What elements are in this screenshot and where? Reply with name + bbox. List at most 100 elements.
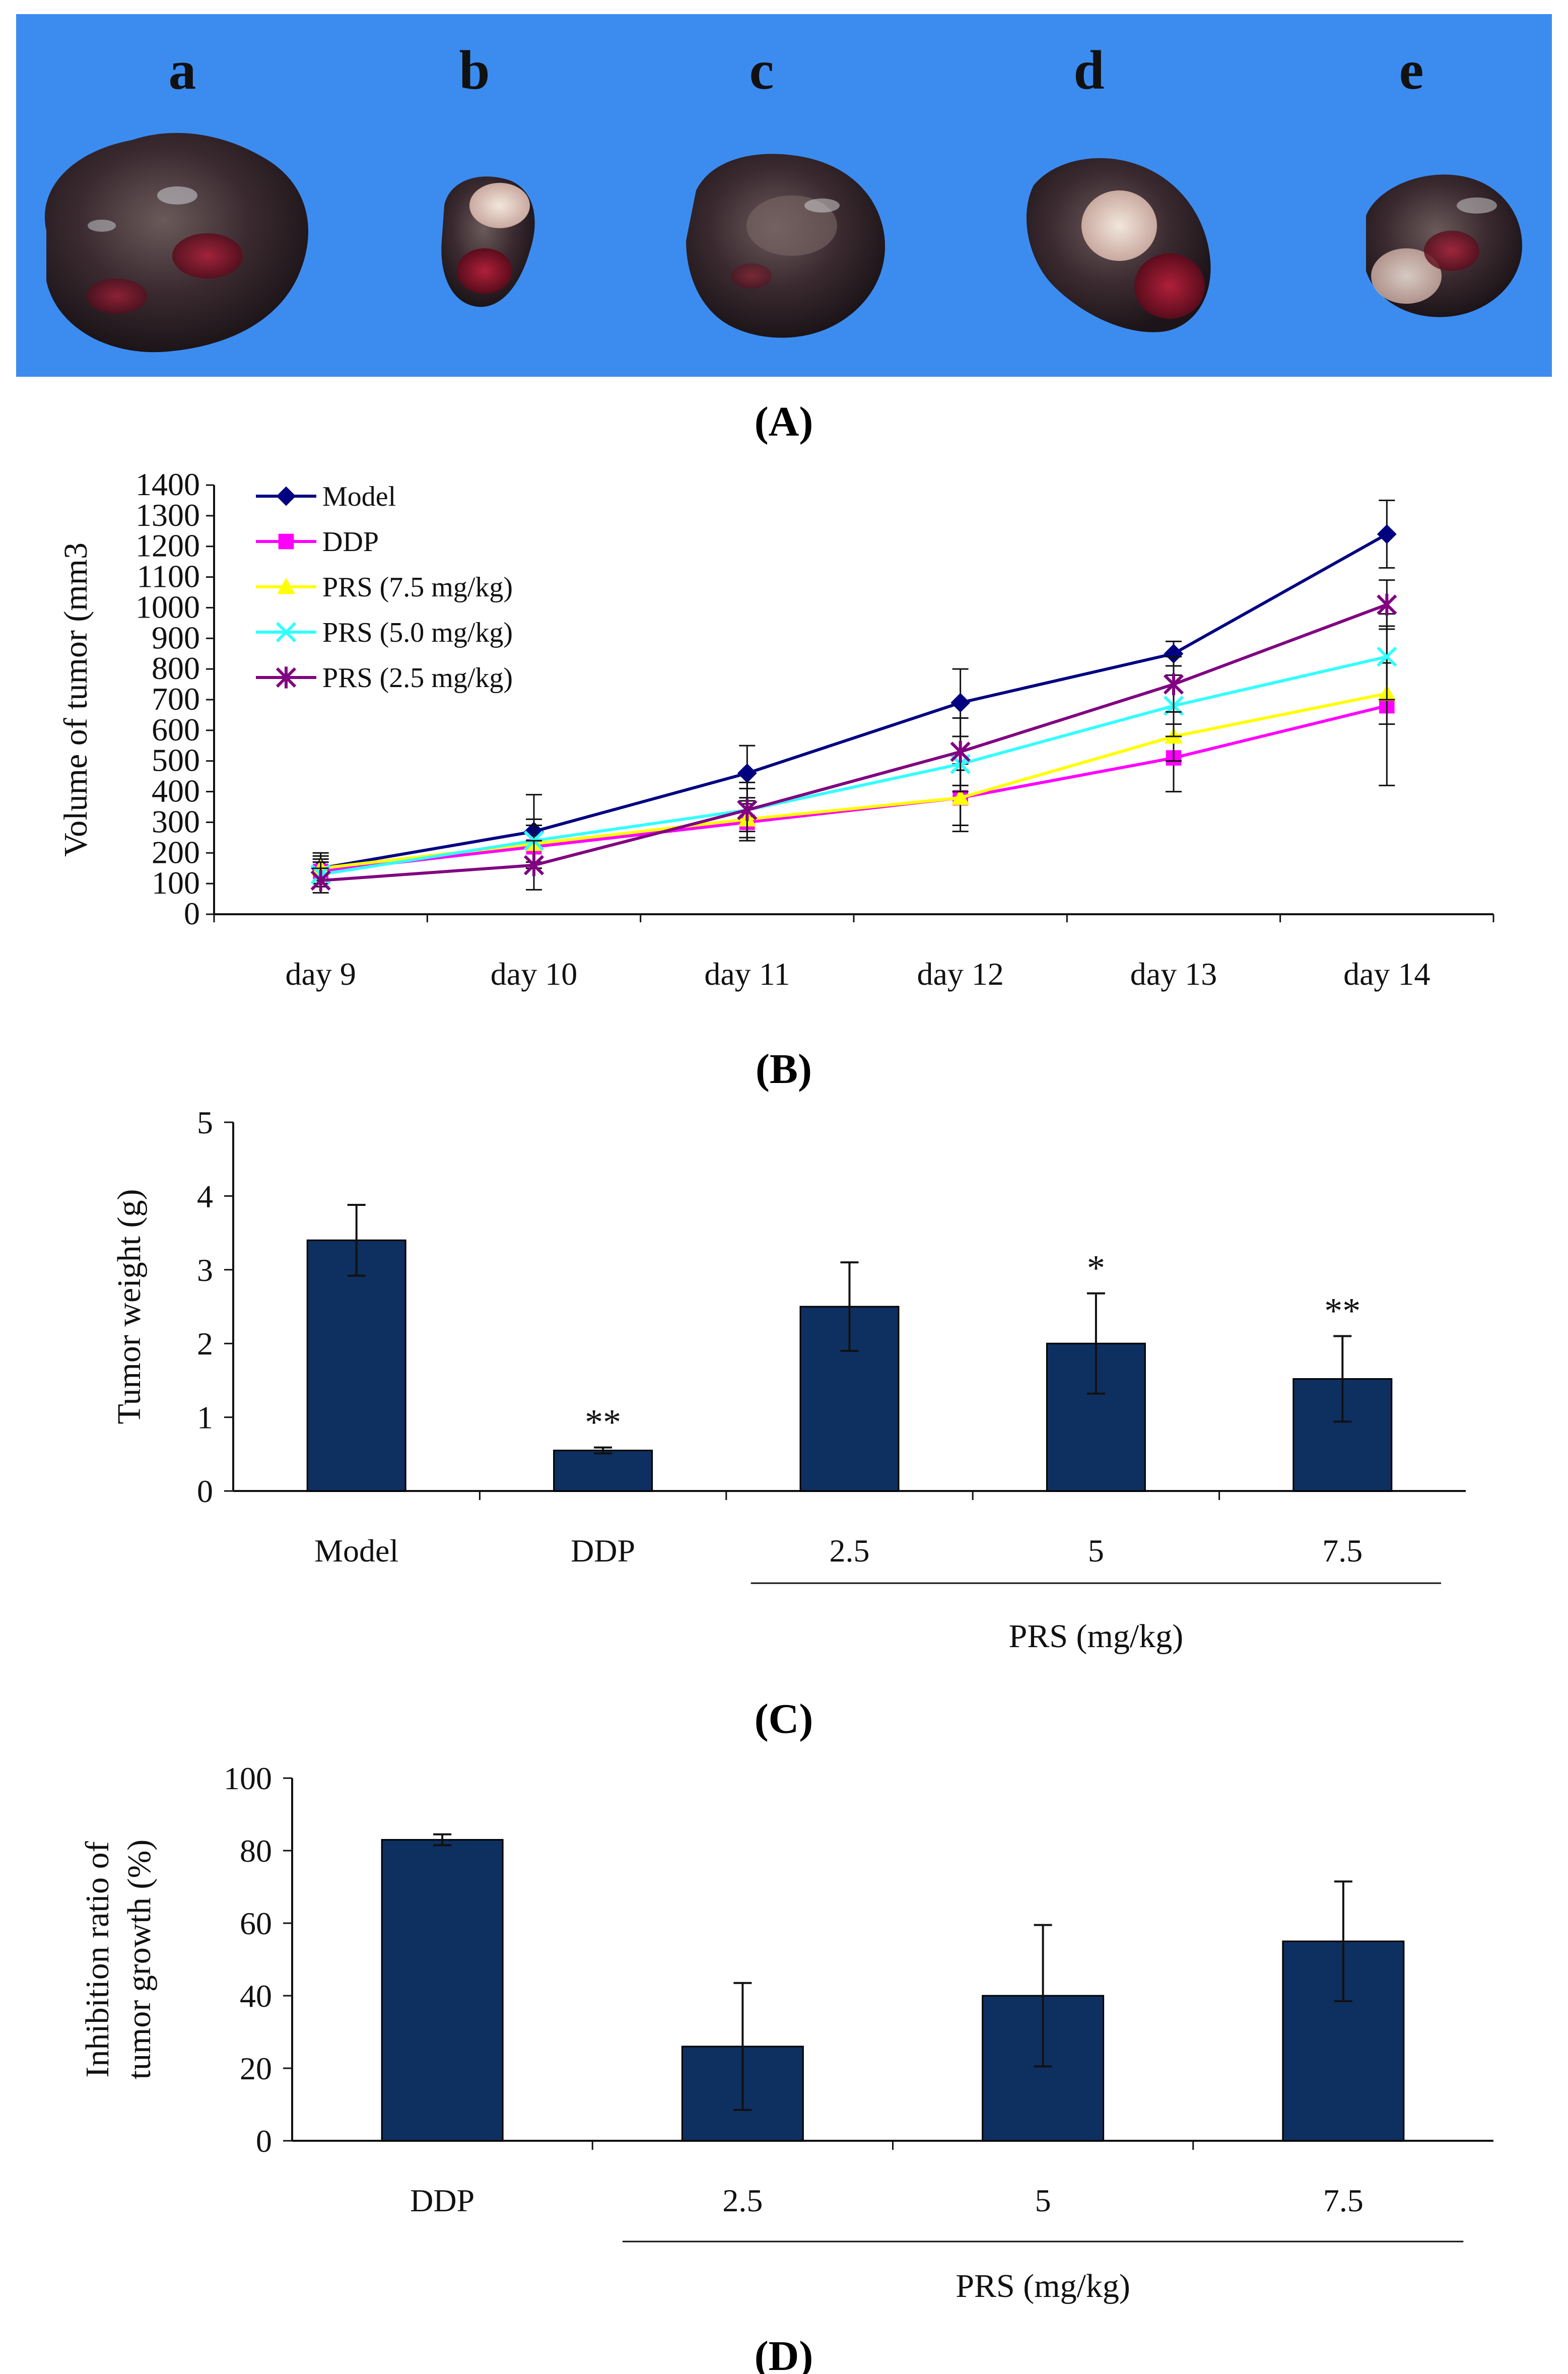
- y-tick-label: 900: [152, 620, 200, 655]
- y-tick-label: 20: [240, 2051, 272, 2086]
- x-tick-label: DDP: [410, 2183, 474, 2218]
- significance-mark: *: [1087, 1248, 1105, 1288]
- significance-mark: **: [585, 1402, 621, 1443]
- x-tick-label: DDP: [571, 1533, 635, 1569]
- x-tick-label: 5: [1088, 1533, 1104, 1569]
- caption-d: (D): [755, 2333, 813, 2374]
- data-point: [1377, 646, 1397, 667]
- y-tick-label: 2: [197, 1326, 213, 1362]
- y-tick-label: 800: [152, 650, 200, 686]
- y-tick-label: 100: [152, 865, 200, 901]
- sample-label-b: b: [459, 39, 490, 101]
- y-tick-label: 600: [152, 712, 200, 748]
- data-point: [737, 799, 758, 821]
- bar: [306, 1239, 406, 1492]
- x-tick-label: 5: [1035, 2183, 1051, 2218]
- series-line: [320, 532, 1388, 870]
- sample-label-d: d: [1073, 39, 1104, 101]
- x-tick-label: day 14: [1343, 956, 1430, 992]
- series-2: [311, 662, 1396, 881]
- data-point: [1377, 524, 1397, 544]
- series-4: [310, 579, 1397, 894]
- legend-label: PRS (2.5 mg/kg): [322, 662, 513, 694]
- y-tick-label: 1300: [135, 497, 200, 533]
- y-tick-label: 3: [197, 1252, 213, 1288]
- data-point: [737, 763, 757, 783]
- y-tick-label: 1100: [137, 559, 200, 594]
- y-tick-label: 60: [240, 1906, 272, 1941]
- chart-b: 0100200300400500600700800900100011001200…: [57, 466, 1494, 992]
- data-point: [523, 854, 544, 876]
- y-tick-label: 1400: [135, 466, 200, 502]
- x-tick-label: 2.5: [830, 1533, 870, 1569]
- data-point: [950, 740, 971, 763]
- y-tick-label: 100: [224, 1760, 272, 1796]
- x-tick-label: day 11: [704, 956, 790, 992]
- caption-a: (A): [755, 398, 813, 445]
- legend-label: DDP: [322, 526, 379, 558]
- y-tick-label: 40: [240, 1978, 272, 2014]
- legend-marker: [276, 622, 297, 643]
- caption-b: (B): [756, 1046, 812, 1093]
- x-tick-label: day 12: [917, 956, 1003, 992]
- y-tick-label: 0: [184, 896, 200, 931]
- y-tick-label: 400: [152, 773, 200, 809]
- y-tick-label: 5: [197, 1105, 213, 1140]
- bar: [381, 1839, 504, 2142]
- y-axis-title: Tumor weight (g): [111, 1189, 148, 1425]
- y-axis-title-line-2: tumor growth (%): [121, 1840, 158, 2080]
- significance-mark: **: [1324, 1291, 1360, 1331]
- x-tick-label: Model: [314, 1533, 398, 1569]
- x-tick-label: day 13: [1130, 956, 1217, 992]
- y-axis-title: Volume of tumor (mm3: [57, 542, 94, 857]
- y-tick-label: 80: [240, 1833, 272, 1869]
- bar: [553, 1449, 653, 1492]
- y-tick-label: 1200: [135, 528, 200, 564]
- series-3: [310, 613, 1397, 888]
- x-tick-label: day 10: [491, 956, 577, 992]
- tumor-photo: a b c d e: [16, 14, 1552, 377]
- legend-label: PRS (7.5 mg/kg): [322, 572, 513, 603]
- chart-c: 0 1 2 3 4 5 Model ** DDP 2.5 * 5 ** 7.5 PRS (mg/kg) Tum…: [111, 1105, 1466, 1655]
- sample-label-e: e: [1399, 39, 1424, 101]
- data-point: [950, 693, 971, 713]
- y-tick-label: 700: [152, 681, 200, 717]
- series-line: [320, 603, 1388, 883]
- x-axis-title: PRS (mg/kg): [1009, 1618, 1184, 1655]
- legend-label: Model: [322, 481, 396, 512]
- sample-label-a: a: [169, 39, 196, 101]
- y-tick-label: 200: [152, 834, 200, 870]
- y-tick-label: 300: [152, 803, 200, 839]
- tumor-b: [441, 176, 535, 307]
- caption-c: (C): [755, 1695, 813, 1742]
- data-point: [310, 869, 331, 892]
- tumor-e: [1366, 174, 1522, 317]
- x-tick-label: day 9: [285, 956, 356, 992]
- series-line: [320, 704, 1388, 873]
- y-tick-label: 500: [152, 742, 200, 778]
- y-tick-label: 0: [256, 2123, 272, 2159]
- legend-marker: [277, 578, 295, 594]
- y-tick-label: 4: [197, 1178, 213, 1214]
- y-tick-label: 1000: [135, 589, 200, 625]
- x-tick-label: 7.5: [1323, 2183, 1364, 2218]
- x-tick-label: 7.5: [1322, 1533, 1362, 1569]
- tumor-a: [44, 132, 309, 353]
- data-point: [951, 788, 970, 805]
- y-axis-title-line-1: Inhibition ratio of: [79, 1841, 116, 2077]
- legend: Model DDP PRS (7.5 mg/kg) PRS (5.0 mg/kg) PR…: [256, 481, 513, 694]
- legend-marker: [276, 486, 296, 506]
- y-tick-label: 1: [197, 1400, 213, 1436]
- data-point: [1377, 593, 1397, 616]
- legend-label: PRS (5.0 mg/kg): [322, 617, 513, 648]
- chart-d: 0 20 40 60 80 100 DDP 2.5 5 7.5 PRS (mg/kg) Inhibit…: [79, 1760, 1493, 2304]
- tumor-c: [686, 154, 885, 338]
- x-tick-label: 2.5: [722, 2183, 763, 2218]
- data-point: [1163, 673, 1184, 696]
- series-line: [320, 655, 1388, 876]
- y-tick-label: 0: [197, 1473, 213, 1509]
- sample-label-c: c: [749, 39, 774, 101]
- legend-marker: [276, 666, 297, 689]
